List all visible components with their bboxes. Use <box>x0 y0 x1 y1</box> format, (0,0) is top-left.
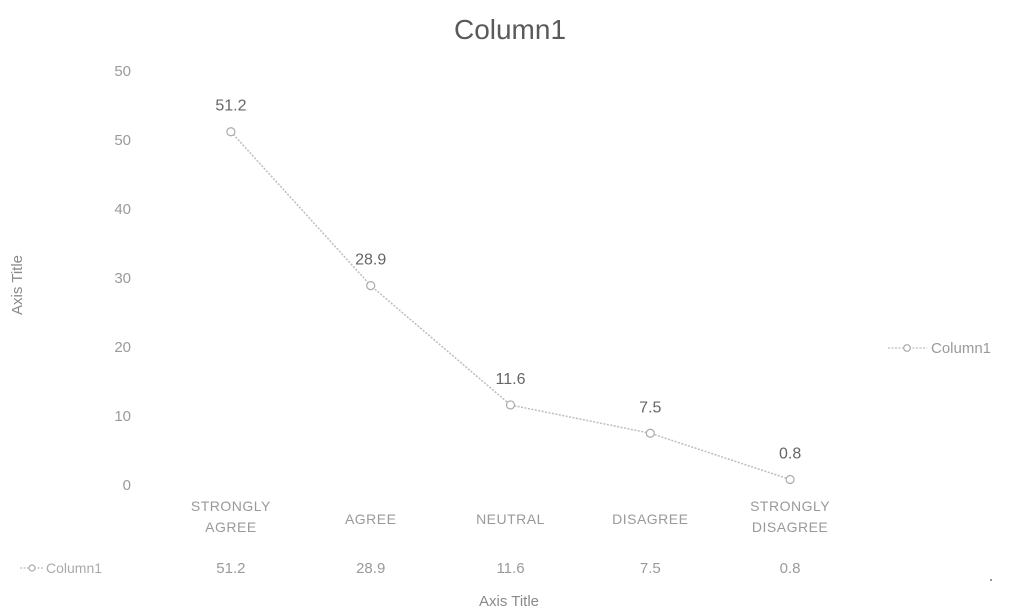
x-tick-label: STRONGLY DISAGREE <box>750 498 830 535</box>
data-label: 28.9 <box>355 252 386 269</box>
x-tick-label: AGREE <box>345 511 397 527</box>
x-tick-label-line: STRONGLY <box>191 498 271 514</box>
y-tick-label: 30 <box>114 270 131 287</box>
data-point <box>226 127 236 137</box>
table-series-label: Column1 <box>46 560 102 576</box>
y-tick-label: 20 <box>114 339 131 356</box>
y-axis-title: Axis Title <box>9 255 26 315</box>
table-cell-value: 51.2 <box>216 560 245 577</box>
y-tick-label: 50 <box>114 63 131 80</box>
series-line <box>230 131 791 481</box>
x-tick-label: NEUTRAL <box>476 511 545 527</box>
y-tick-label: 40 <box>114 201 131 218</box>
x-tick-label-line: STRONGLY <box>750 498 830 514</box>
legend: Column1 <box>888 340 991 357</box>
y-tick-label: 50 <box>114 132 131 149</box>
table-legend-key-marker <box>28 564 36 572</box>
data-point <box>645 428 655 438</box>
table-cell-value: 28.9 <box>356 560 385 577</box>
series-layer: 51.2 28.9 11.6 7.5 0.8 <box>215 98 801 485</box>
y-tick-label: 0 <box>123 477 131 494</box>
legend-key-marker <box>903 344 911 352</box>
data-label: 0.8 <box>779 445 801 462</box>
data-point <box>505 400 516 410</box>
x-tick-label-line: DISAGREE <box>612 511 688 527</box>
data-point <box>366 280 376 291</box>
x-tick-label-line: NEUTRAL <box>476 511 545 527</box>
x-tick-label-line: DISAGREE <box>752 519 828 535</box>
chart-title: Column1 <box>454 14 566 45</box>
data-label: 11.6 <box>496 371 526 388</box>
x-tick-label: STRONGLY AGREE <box>191 498 271 535</box>
stray-dot <box>990 579 992 581</box>
x-axis-categories: STRONGLY AGREE AGREE NEUTRAL DISAGREESTRONGL… <box>191 498 830 535</box>
x-tick-label-line: AGREE <box>205 519 257 535</box>
data-table: Column1 51.2 28.9 11.6 7.5 0.8 <box>20 560 801 577</box>
x-tick-label: DISAGREE <box>612 511 688 527</box>
table-cell-value: 11.6 <box>496 560 524 577</box>
x-axis-title: Axis Title <box>479 593 539 610</box>
table-cell-value: 0.8 <box>780 560 801 577</box>
y-axis-ticks: 0 10 20 30 40 50 50 <box>114 63 131 494</box>
x-tick-label-line: AGREE <box>345 511 397 527</box>
legend-item-label: Column1 <box>931 340 991 357</box>
table-cell-value: 7.5 <box>640 560 661 577</box>
data-label: 7.5 <box>639 399 661 416</box>
data-label: 51.2 <box>215 98 246 115</box>
data-point <box>785 474 795 485</box>
y-tick-label: 10 <box>114 408 131 425</box>
